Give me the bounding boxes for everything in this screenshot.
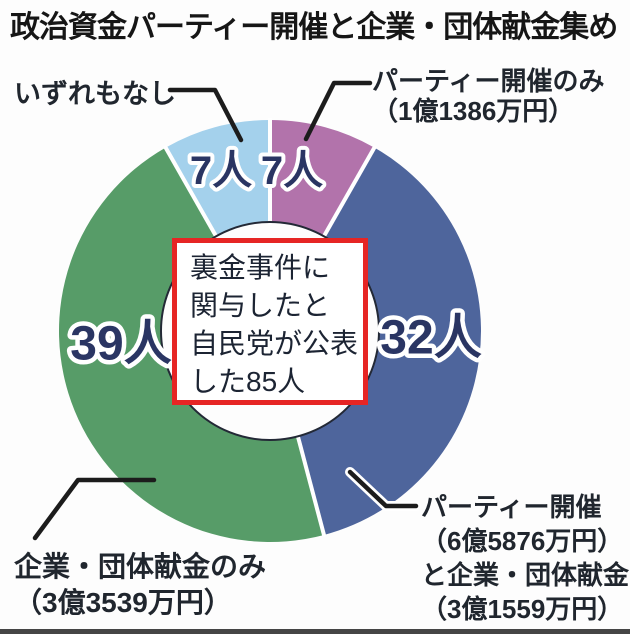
center-note-line: 裏金事件に	[190, 252, 331, 283]
label-donation-only-amount: （3億3539万円）	[14, 587, 232, 618]
center-note-line: した85人	[190, 366, 306, 397]
segment-gap	[162, 144, 220, 240]
leader-line-party-and-donation	[347, 469, 419, 509]
label-pad-line2: （6億5876万円）	[421, 526, 624, 556]
donut-segment-party-only	[270, 120, 375, 237]
segment-count-party-and-donation: 32人	[380, 312, 481, 365]
bottom-rule	[0, 629, 630, 634]
label-pad-line4: （3億1559万円）	[421, 594, 624, 624]
segment-gap	[295, 432, 327, 538]
label-party-only-name: パーティー開催のみ	[372, 66, 605, 96]
segment-count-party-only: 7人	[261, 149, 323, 193]
label-party-only: パーティー開催のみ （1億1386万円）	[372, 66, 604, 126]
label-party-and-donation: パーティー開催 （6億5876万円） と企業・団体献金 （3億1559万円）	[421, 490, 629, 626]
label-none-text: いずれもなし	[14, 79, 176, 109]
label-none: いずれもなし	[14, 72, 176, 111]
segment-count-donation-only: 39人	[70, 318, 171, 371]
label-pad-line3: と企業・団体献金	[421, 560, 630, 590]
chart-title: 政治資金パーティー開催と企業・団体献金集め	[10, 11, 618, 44]
label-donation-only-name: 企業・団体献金のみ	[14, 551, 267, 582]
donut-segment-none	[165, 120, 270, 237]
donut-segment-donation-only	[58, 147, 324, 543]
label-donation-only: 企業・団体献金のみ （3億3539万円）	[14, 549, 266, 621]
center-note-line: 関与したと	[190, 290, 331, 321]
center-note-box: 裏金事件に 関与したと 自民党が公表 した85人	[172, 238, 368, 405]
leader-line-none	[167, 87, 244, 143]
center-note-line: 自民党が公表	[190, 328, 359, 359]
leader-line-donation-only	[32, 477, 157, 541]
donut-inner-ring	[160, 221, 380, 441]
segment-count-none: 7人	[190, 149, 252, 193]
label-party-only-amount: （1億1386万円）	[372, 96, 575, 126]
leader-line-party-only	[303, 80, 373, 142]
label-pad-line1: パーティー開催	[421, 492, 602, 522]
segment-gap	[320, 144, 378, 240]
